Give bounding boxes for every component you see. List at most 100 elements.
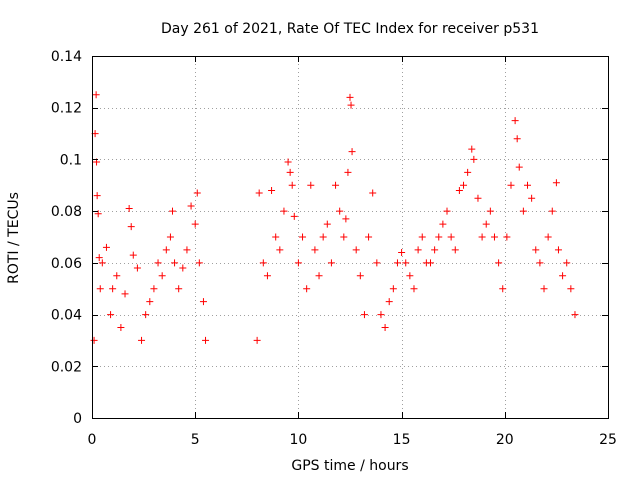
data-point xyxy=(323,220,331,228)
data-point xyxy=(369,189,377,197)
data-point xyxy=(272,233,280,241)
data-point xyxy=(474,194,482,202)
data-point xyxy=(381,324,389,331)
data-point xyxy=(495,259,503,267)
data-point xyxy=(519,207,527,215)
data-point xyxy=(202,336,210,344)
y-tick-label: 0.1 xyxy=(60,152,82,168)
data-point xyxy=(199,298,207,306)
data-point xyxy=(107,311,115,319)
data-points xyxy=(90,91,579,344)
data-point xyxy=(253,336,261,344)
data-point xyxy=(340,233,348,241)
data-point xyxy=(154,259,162,267)
data-point xyxy=(385,298,393,306)
data-point xyxy=(327,259,335,267)
data-point xyxy=(315,272,323,280)
data-point xyxy=(146,298,154,306)
y-tick-label: 0.02 xyxy=(51,359,82,375)
data-point xyxy=(255,189,263,197)
data-point xyxy=(548,207,556,215)
data-point xyxy=(175,285,183,293)
data-point xyxy=(559,272,567,280)
data-point xyxy=(290,212,298,220)
data-point xyxy=(102,243,110,251)
data-point xyxy=(410,285,418,293)
data-point xyxy=(191,220,199,228)
data-point xyxy=(552,179,560,187)
y-tick-label: 0.06 xyxy=(51,256,82,272)
data-point xyxy=(179,264,187,272)
plot-frame xyxy=(92,56,609,419)
data-point xyxy=(398,249,406,257)
data-point xyxy=(507,181,515,189)
data-point xyxy=(121,290,129,298)
data-point xyxy=(286,168,294,176)
data-point xyxy=(443,207,451,215)
data-point xyxy=(95,254,103,262)
y-tick-label: 0.12 xyxy=(51,101,82,117)
y-tick-label: 0 xyxy=(73,411,82,427)
data-point xyxy=(563,259,571,267)
x-tick-label: 5 xyxy=(191,432,200,448)
data-point xyxy=(138,336,146,344)
chart-title: Day 261 of 2021, Rate Of TEC Index for r… xyxy=(161,21,539,37)
x-tick-label: 15 xyxy=(393,432,411,448)
data-point xyxy=(356,272,364,280)
data-point xyxy=(503,233,511,241)
data-point xyxy=(336,207,344,215)
x-axis-title: GPS time / hours xyxy=(291,458,408,474)
data-point xyxy=(94,210,102,218)
data-point xyxy=(96,285,104,293)
data-point xyxy=(319,233,327,241)
data-point xyxy=(352,246,360,254)
data-point xyxy=(360,311,368,319)
data-point xyxy=(276,246,284,254)
data-point xyxy=(263,272,271,280)
data-point xyxy=(511,117,519,125)
data-point xyxy=(346,93,354,101)
data-point xyxy=(294,259,302,267)
data-point xyxy=(127,223,135,231)
data-point xyxy=(393,259,401,267)
data-point xyxy=(183,246,191,254)
data-point xyxy=(348,148,356,156)
data-point xyxy=(98,259,106,267)
data-point xyxy=(406,272,414,280)
data-point xyxy=(142,311,150,319)
data-point xyxy=(486,207,494,215)
data-point xyxy=(536,259,544,267)
data-point xyxy=(540,285,548,293)
data-point xyxy=(460,181,468,189)
data-point xyxy=(187,202,195,210)
data-point xyxy=(129,251,137,259)
data-point xyxy=(544,233,552,241)
data-point xyxy=(490,233,498,241)
y-tick-label: 0.14 xyxy=(51,49,82,65)
data-point xyxy=(515,163,523,171)
data-point xyxy=(482,220,490,228)
data-point xyxy=(513,135,521,143)
data-point xyxy=(303,285,311,293)
data-point xyxy=(414,246,422,254)
data-point xyxy=(439,220,447,228)
data-point xyxy=(365,233,373,241)
data-point xyxy=(342,215,350,223)
x-tick-label: 25 xyxy=(599,432,617,448)
data-point xyxy=(451,246,459,254)
data-point xyxy=(468,145,476,153)
data-point xyxy=(528,194,536,202)
data-point xyxy=(113,272,121,280)
axis-ticks: 0 5 10 15 20 25 0 0.02 0.04 0.06 0.08 0.1 0.12 0.14 xyxy=(51,49,617,448)
data-point xyxy=(524,181,532,189)
data-point xyxy=(193,189,201,197)
x-tick-label: 20 xyxy=(496,432,514,448)
data-point xyxy=(259,259,267,267)
data-point xyxy=(347,101,355,109)
data-point xyxy=(150,285,158,293)
data-point xyxy=(288,181,296,189)
data-point xyxy=(133,264,141,272)
data-point xyxy=(117,324,125,331)
